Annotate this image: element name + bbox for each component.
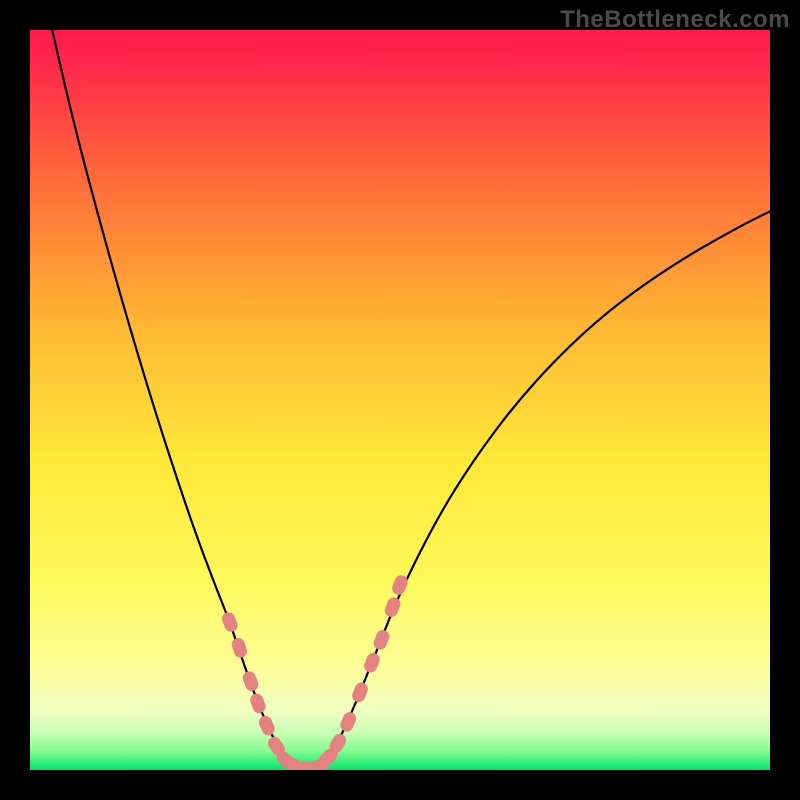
gradient-background bbox=[30, 30, 770, 770]
plot-area bbox=[30, 30, 770, 770]
bottleneck-curve-svg bbox=[30, 30, 770, 770]
chart-container: TheBottleneck.com bbox=[0, 0, 800, 800]
